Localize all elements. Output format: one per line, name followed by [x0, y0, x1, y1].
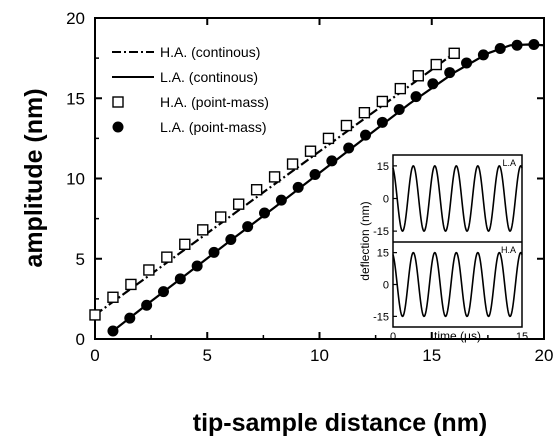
data-point-l-a-point-mass — [376, 116, 388, 128]
data-point-h-a-point-mass — [161, 251, 173, 263]
data-point-l-a-point-mass — [343, 142, 355, 154]
data-point-h-a-point-mass — [179, 238, 191, 251]
x-tick-label: 10 — [310, 346, 329, 365]
inset-panel-label: H.A — [501, 245, 516, 255]
data-point-l-a-point-mass — [528, 38, 540, 50]
data-point-h-a-point-mass — [268, 171, 281, 183]
x-tick-label: 15 — [422, 346, 441, 365]
data-point-h-a-point-mass — [286, 158, 299, 170]
data-point-h-a-point-mass — [340, 119, 353, 132]
x-tick-label: 5 — [203, 346, 212, 365]
inset-y-axis-title: deflection (nm) — [358, 201, 372, 280]
data-point-l-a-point-mass — [258, 207, 270, 219]
inset-x-axis-title: time (μs) — [434, 329, 481, 343]
data-point-h-a-point-mass — [250, 184, 263, 196]
inset-frame — [392, 154, 523, 328]
legend-label-h-a-continous: H.A. (continous) — [160, 44, 260, 60]
inset-y-tick-label: 15 — [377, 248, 389, 260]
inset-y-tick-label: 0 — [383, 194, 389, 206]
inset-x-tick-label: 0 — [390, 331, 396, 343]
y-tick-label: 5 — [76, 250, 85, 269]
data-point-h-a-point-mass — [358, 106, 371, 119]
legend: H.A. (continous) L.A. (continous) H.A. (po… — [112, 44, 269, 135]
data-point-l-a-point-mass — [427, 78, 439, 90]
data-point-l-a-point-mass — [208, 246, 220, 258]
legend-label-h-a-point-mass: H.A. (point-mass) — [160, 94, 269, 110]
data-point-l-a-point-mass — [225, 233, 237, 245]
legend-label-l-a-continous: L.A. (continous) — [160, 69, 258, 85]
data-point-h-a-point-mass — [143, 264, 155, 276]
inset-x-tick-label: 15 — [516, 331, 528, 343]
data-point-h-a-point-mass — [215, 211, 227, 223]
data-point-l-a-point-mass — [410, 91, 422, 103]
data-point-h-a-point-mass — [304, 145, 317, 157]
data-point-l-a-point-mass — [511, 39, 523, 51]
legend-marker-h-a-point-mass — [112, 96, 124, 108]
data-point-h-a-point-mass — [197, 224, 209, 236]
data-point-l-a-point-mass — [309, 168, 321, 180]
axis-ticks: 0 5 10 15 20 0 5 10 15 20 — [66, 9, 553, 365]
inset-wave-ha — [392, 251, 523, 318]
data-point-l-a-point-mass — [461, 57, 473, 69]
x-axis-title: tip-sample distance (nm) — [193, 409, 488, 437]
data-point-l-a-point-mass — [360, 129, 372, 141]
data-point-h-a-point-mass — [394, 82, 407, 95]
data-point-h-a-point-mass — [448, 47, 460, 60]
y-tick-label: 0 — [76, 330, 85, 349]
data-point-h-a-point-mass — [89, 309, 101, 321]
x-tick-label: 0 — [90, 346, 99, 365]
inset-y-tick-label: -15 — [373, 226, 389, 238]
data-point-l-a-point-mass — [275, 194, 287, 206]
inset-wave-la — [392, 164, 523, 233]
data-point-h-a-point-mass — [430, 58, 442, 71]
data-point-l-a-point-mass — [444, 67, 456, 79]
data-point-h-a-point-mass — [232, 198, 245, 210]
y-tick-label: 15 — [66, 89, 85, 108]
legend-marker-l-a-point-mass — [112, 121, 124, 133]
inset-panel-label: L.A — [502, 158, 516, 168]
data-point-l-a-point-mass — [242, 221, 254, 233]
data-point-l-a-point-mass — [107, 325, 119, 337]
data-point-l-a-point-mass — [191, 260, 203, 272]
y-tick-label: 10 — [66, 170, 85, 189]
data-point-h-a-point-mass — [125, 278, 137, 291]
data-point-l-a-point-mass — [174, 273, 186, 285]
data-point-l-a-point-mass — [292, 181, 304, 193]
data-point-l-a-point-mass — [477, 49, 489, 61]
inset-y-tick-label: 15 — [377, 161, 389, 173]
data-point-h-a-point-mass — [376, 95, 389, 108]
data-point-h-a-point-mass — [322, 132, 335, 145]
legend-label-l-a-point-mass: L.A. (point-mass) — [160, 119, 267, 135]
data-point-l-a-point-mass — [393, 103, 405, 115]
x-tick-label: 20 — [535, 346, 554, 365]
data-point-h-a-point-mass — [412, 70, 424, 82]
series-line-h-a-continous — [94, 52, 455, 316]
inset-y-tick-label: 0 — [383, 280, 389, 292]
y-axis-title: amplitude (nm) — [20, 88, 48, 267]
data-point-l-a-point-mass — [141, 299, 153, 311]
series-layer — [89, 38, 545, 337]
data-point-l-a-point-mass — [124, 312, 136, 324]
y-tick-label: 20 — [66, 9, 85, 28]
inset-y-tick-label: -15 — [373, 311, 389, 323]
data-point-l-a-point-mass — [494, 42, 506, 54]
data-point-l-a-point-mass — [326, 155, 338, 167]
data-point-h-a-point-mass — [107, 291, 119, 303]
data-point-l-a-point-mass — [157, 286, 169, 298]
